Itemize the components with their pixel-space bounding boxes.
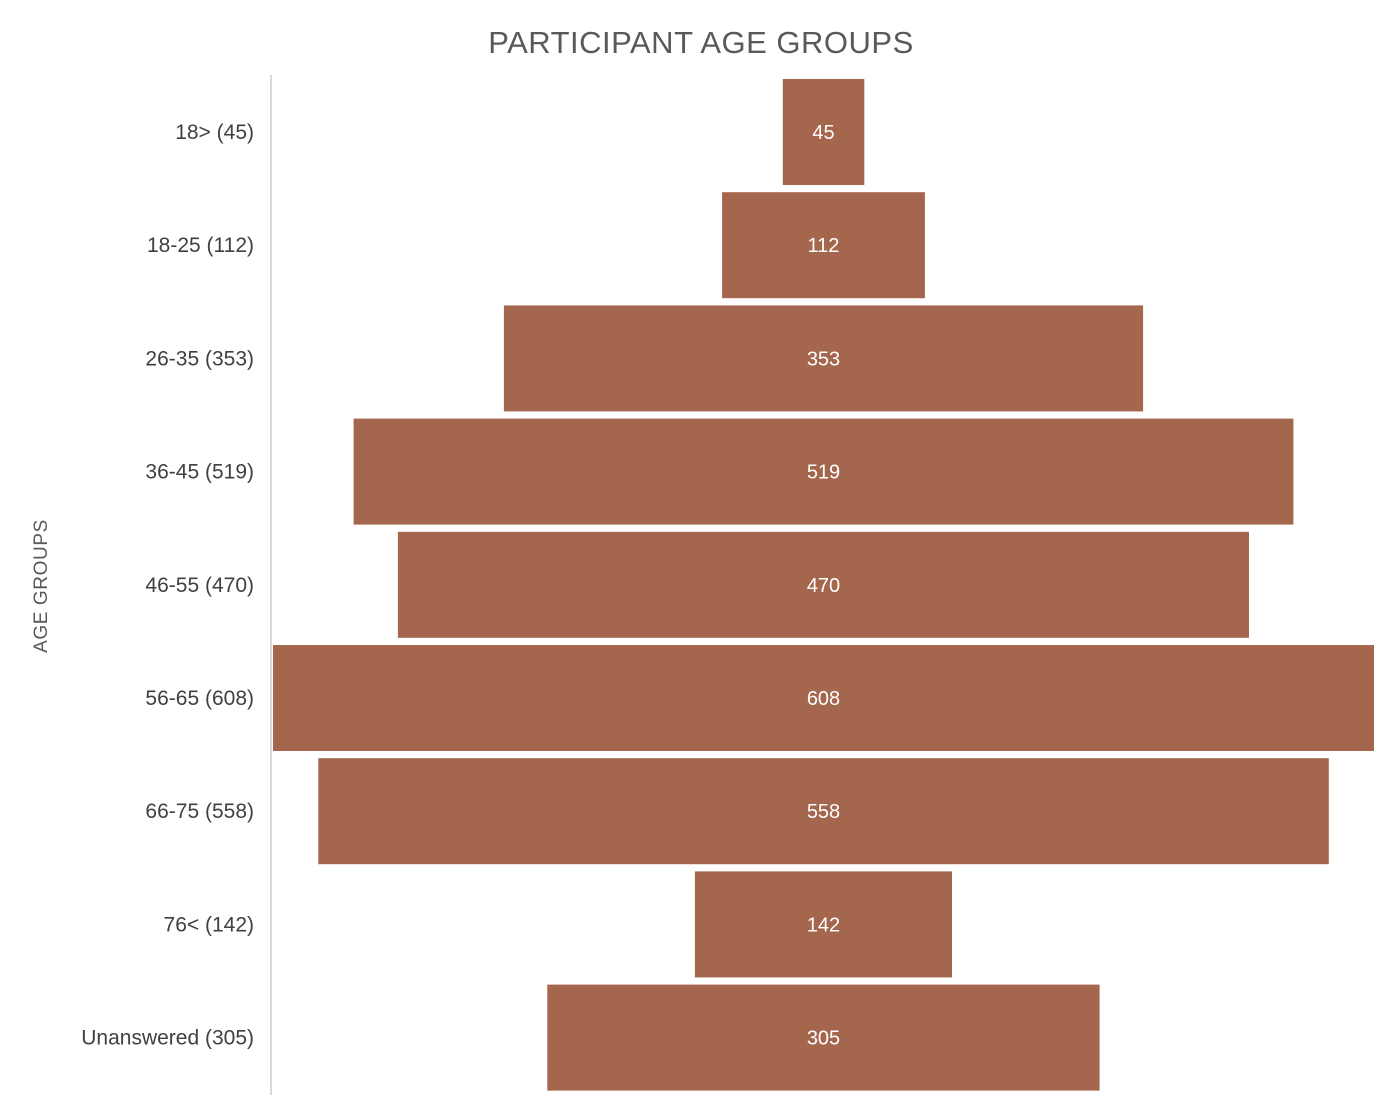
category-tick-label: 76< (142): [164, 913, 254, 936]
tick-label-group: 18> (45) 18-25 (112) 26-35 (353) 36-45 (519…: [81, 121, 254, 1050]
bar-data-label: 519: [807, 462, 840, 484]
bar-4: [397, 531, 1249, 638]
bar-data-label: 142: [807, 914, 840, 936]
bar-1: [722, 192, 925, 299]
bar-data-label: 45: [812, 122, 834, 144]
bar-5: [273, 645, 1374, 751]
bar-group: [273, 79, 1374, 1091]
category-tick-label: 36-45 (519): [145, 461, 254, 484]
bar-data-label: 608: [807, 688, 840, 710]
bar-data-label: 470: [807, 575, 840, 597]
data-label-group: 45 112 353 519 470 608 558 142 305: [807, 122, 840, 1050]
bar-3: [353, 418, 1294, 525]
bar-0: [782, 79, 865, 185]
bar-data-label: 353: [807, 348, 840, 370]
category-tick-label: 46-55 (470): [145, 574, 254, 597]
bar-data-label: 305: [807, 1028, 840, 1050]
category-tick-label: 56-65 (608): [145, 687, 254, 710]
y-axis-label: AGE GROUPS: [31, 519, 52, 653]
category-tick-label: 18> (45): [175, 121, 254, 144]
category-tick-label: 66-75 (558): [145, 800, 254, 823]
category-tick-label: Unanswered (305): [81, 1027, 254, 1050]
bar-data-label: 558: [807, 801, 840, 823]
bar-2: [503, 305, 1144, 412]
bar-8: [547, 984, 1100, 1091]
category-tick-label: 18-25 (112): [147, 234, 254, 257]
bar-data-label: 112: [808, 235, 840, 257]
bar-6: [318, 758, 1329, 865]
chart-title: PARTICIPANT AGE GROUPS: [488, 25, 914, 60]
bar-7: [694, 871, 952, 978]
category-tick-label: 26-35 (353): [145, 347, 254, 370]
